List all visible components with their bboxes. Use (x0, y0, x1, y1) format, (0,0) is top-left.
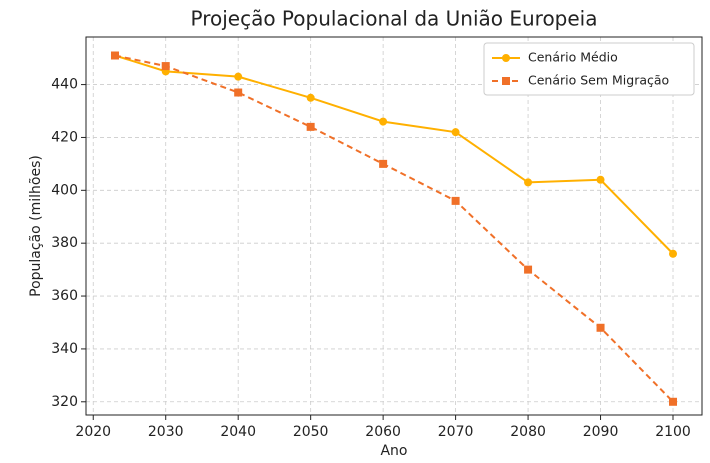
marker (306, 122, 315, 131)
y-tick-label: 440 (51, 77, 78, 93)
marker (451, 196, 460, 205)
marker (110, 51, 119, 60)
plot-frame (85, 36, 703, 416)
marker (524, 265, 533, 274)
y-tick-label: 320 (51, 394, 78, 410)
marker (379, 159, 388, 168)
y-axis-label: População (milhões) (28, 155, 44, 297)
x-tick-label: 2080 (510, 424, 546, 440)
y-tick-label: 420 (51, 129, 78, 145)
x-tick-label: 2060 (365, 424, 401, 440)
y-tick-label: 360 (51, 288, 78, 304)
marker (234, 88, 243, 97)
marker (524, 178, 533, 187)
marker (379, 117, 388, 126)
marker (234, 72, 243, 81)
marker (669, 397, 678, 406)
marker (596, 175, 605, 184)
series-line (114, 54, 674, 403)
x-tick-label: 2040 (220, 424, 256, 440)
legend: Cenário Médio Cenário Sem Migração (483, 42, 695, 96)
marker (306, 93, 315, 102)
marker (161, 62, 170, 71)
chart-title: Projeção Populacional da União Europeia (190, 7, 597, 31)
y-tick-label: 380 (51, 235, 78, 251)
legend-label: Cenário Médio (528, 50, 618, 65)
marker (502, 77, 510, 85)
legend-frame (483, 42, 695, 96)
marker (669, 249, 678, 258)
x-tick-label: 2030 (148, 424, 184, 440)
x-tick-label: 2100 (655, 424, 691, 440)
x-tick-label: 2020 (75, 424, 111, 440)
marker (502, 54, 510, 62)
legend-label: Cenário Sem Migração (528, 73, 669, 88)
y-tick-label: 400 (51, 182, 78, 198)
x-axis-label: Ano (380, 443, 407, 459)
x-tick-label: 2050 (293, 424, 329, 440)
marker (451, 128, 460, 137)
marker (596, 323, 605, 332)
x-tick-label: 2090 (583, 424, 619, 440)
y-tick-label: 340 (51, 341, 78, 357)
x-tick-label: 2070 (438, 424, 474, 440)
